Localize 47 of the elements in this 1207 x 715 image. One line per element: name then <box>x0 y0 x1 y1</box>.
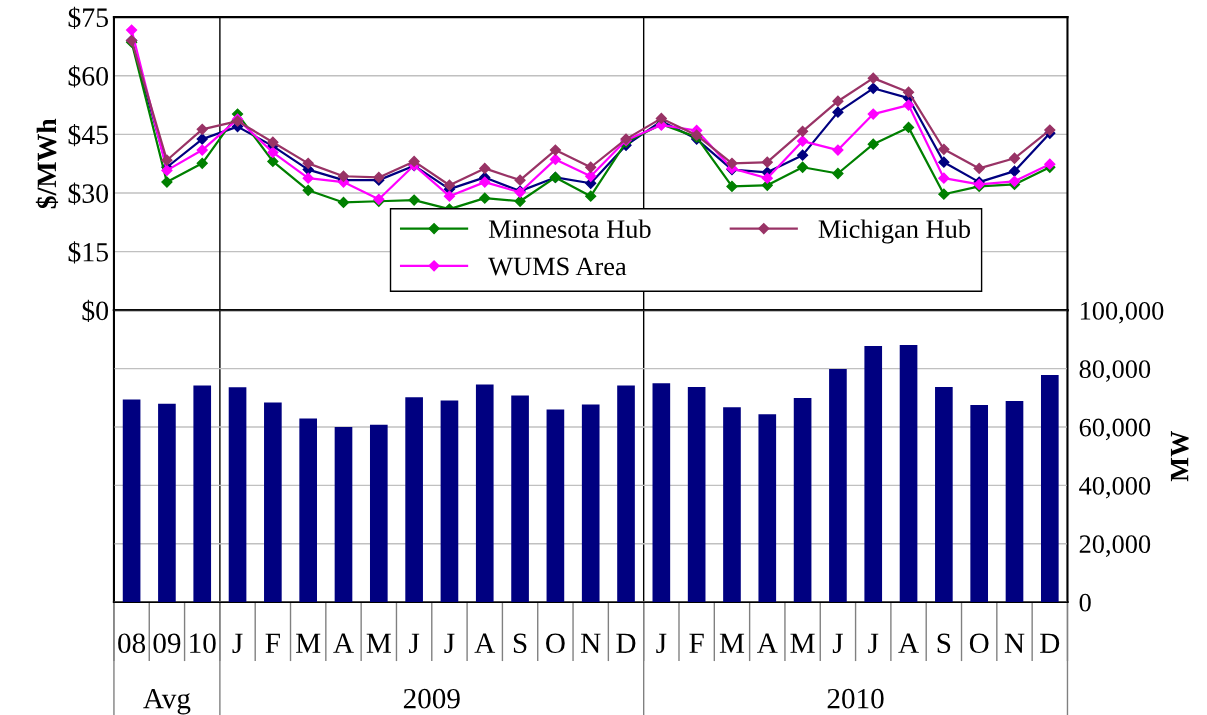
x-tick-label: J <box>832 633 843 654</box>
x-tick-label: O <box>546 633 565 654</box>
x-tick-label: F <box>265 633 280 653</box>
text: 2009 <box>403 688 460 709</box>
text: 2010 <box>827 688 884 709</box>
x-tick-label: F <box>689 633 704 653</box>
x-tick-label: D <box>1040 633 1060 653</box>
x-tick-label: A <box>333 633 354 653</box>
x-tick-label: N <box>1004 633 1025 653</box>
x-tick-label: J <box>232 633 243 654</box>
y2-tick-label: 100,000 <box>1080 301 1164 324</box>
x-tick-label: M <box>296 633 321 653</box>
legend-label: Minnesota Hub <box>488 219 651 239</box>
text: Avg <box>143 688 191 715</box>
y-tick-label: $15 <box>68 241 108 264</box>
x-tick-label: M <box>790 633 815 653</box>
x-tick-label: 10 <box>190 633 216 654</box>
x-tick-label: M <box>719 633 745 653</box>
y-tick-label: $75 <box>68 6 108 29</box>
x-tick-label: 08 <box>118 633 146 654</box>
x-tick-label: S <box>513 633 527 654</box>
y2-tick-label: 40,000 <box>1079 476 1151 499</box>
x-tick-label: A <box>474 633 496 653</box>
x-tick-label: J <box>444 633 455 654</box>
legend-label: Michigan Hub <box>818 219 971 244</box>
x-tick-label: J <box>656 633 667 654</box>
legend-label: WUMS Area <box>488 257 627 276</box>
x-tick-label: S <box>937 633 951 654</box>
x-tick-label: J <box>868 633 879 654</box>
x-tick-label: A <box>898 633 919 653</box>
y2-axis-title: MW <box>1170 430 1189 482</box>
y-tick-label: $60 <box>68 65 109 88</box>
x-tick-label: M <box>366 633 391 653</box>
y2-tick-label: 80,000 <box>1079 360 1151 382</box>
y-tick-label: $30 <box>68 182 109 205</box>
x-tick-label: N <box>581 633 601 653</box>
y-tick-label: $0 <box>82 299 109 323</box>
x-tick-label: D <box>616 633 636 653</box>
y-tick-label: $45 <box>68 123 108 147</box>
x-tick-label: J <box>409 633 420 654</box>
y2-tick-label: 0 <box>1079 593 1091 612</box>
x-tick-label: O <box>969 633 989 654</box>
x-tick-label: 09 <box>153 633 181 654</box>
y2-tick-label: 60,000 <box>1079 418 1151 441</box>
y-axis-title: $/MWh <box>35 118 59 209</box>
x-tick-label: A <box>757 633 778 653</box>
y2-tick-label: 20,000 <box>1079 535 1151 557</box>
